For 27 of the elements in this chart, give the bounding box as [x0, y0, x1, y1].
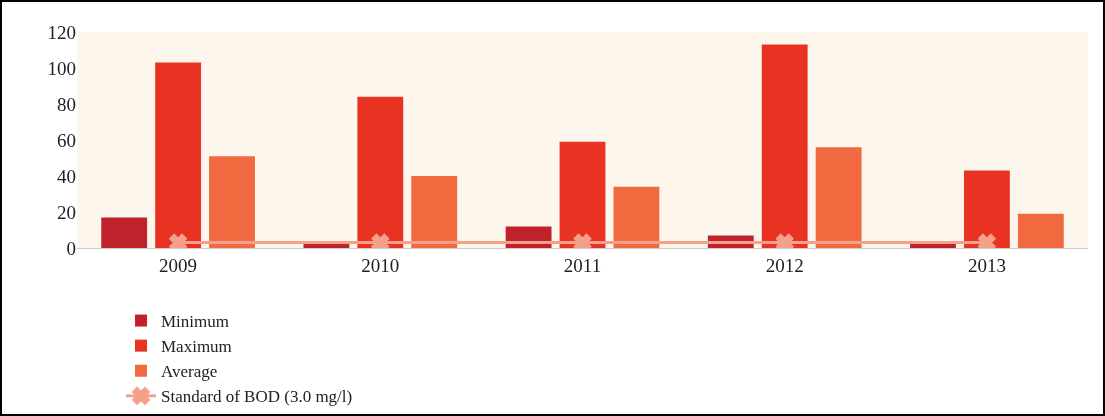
x-tick-label: 2010 [361, 254, 400, 276]
bar [613, 186, 660, 248]
x-tick-label: 2009 [159, 254, 198, 276]
x-tick-label: 2011 [563, 254, 602, 276]
bar [155, 62, 202, 248]
legend-label: Standard of BOD (3.0 mg/l) [161, 387, 353, 407]
bar [815, 147, 862, 248]
x-tick-label: 2013 [967, 254, 1006, 276]
bar [101, 217, 148, 248]
bar [761, 44, 808, 248]
bar [411, 176, 458, 248]
y-tick-label: 0 [66, 237, 76, 259]
legend-label: Maximum [161, 337, 232, 357]
legend-label: Minimum [161, 312, 230, 332]
y-tick-label: 80 [57, 93, 76, 115]
y-tick-label: 40 [57, 165, 76, 187]
y-tick-label: 120 [47, 21, 76, 43]
y-tick-label: 60 [57, 129, 76, 151]
bar [357, 96, 404, 248]
y-tick-label: 20 [57, 201, 76, 223]
bar [963, 170, 1010, 248]
bar [1017, 213, 1064, 248]
bar [209, 156, 255, 248]
x-tick-label: 2012 [765, 254, 804, 276]
legend-label: Average [161, 362, 218, 382]
bar [559, 141, 606, 248]
y-tick-label: 100 [47, 57, 76, 79]
